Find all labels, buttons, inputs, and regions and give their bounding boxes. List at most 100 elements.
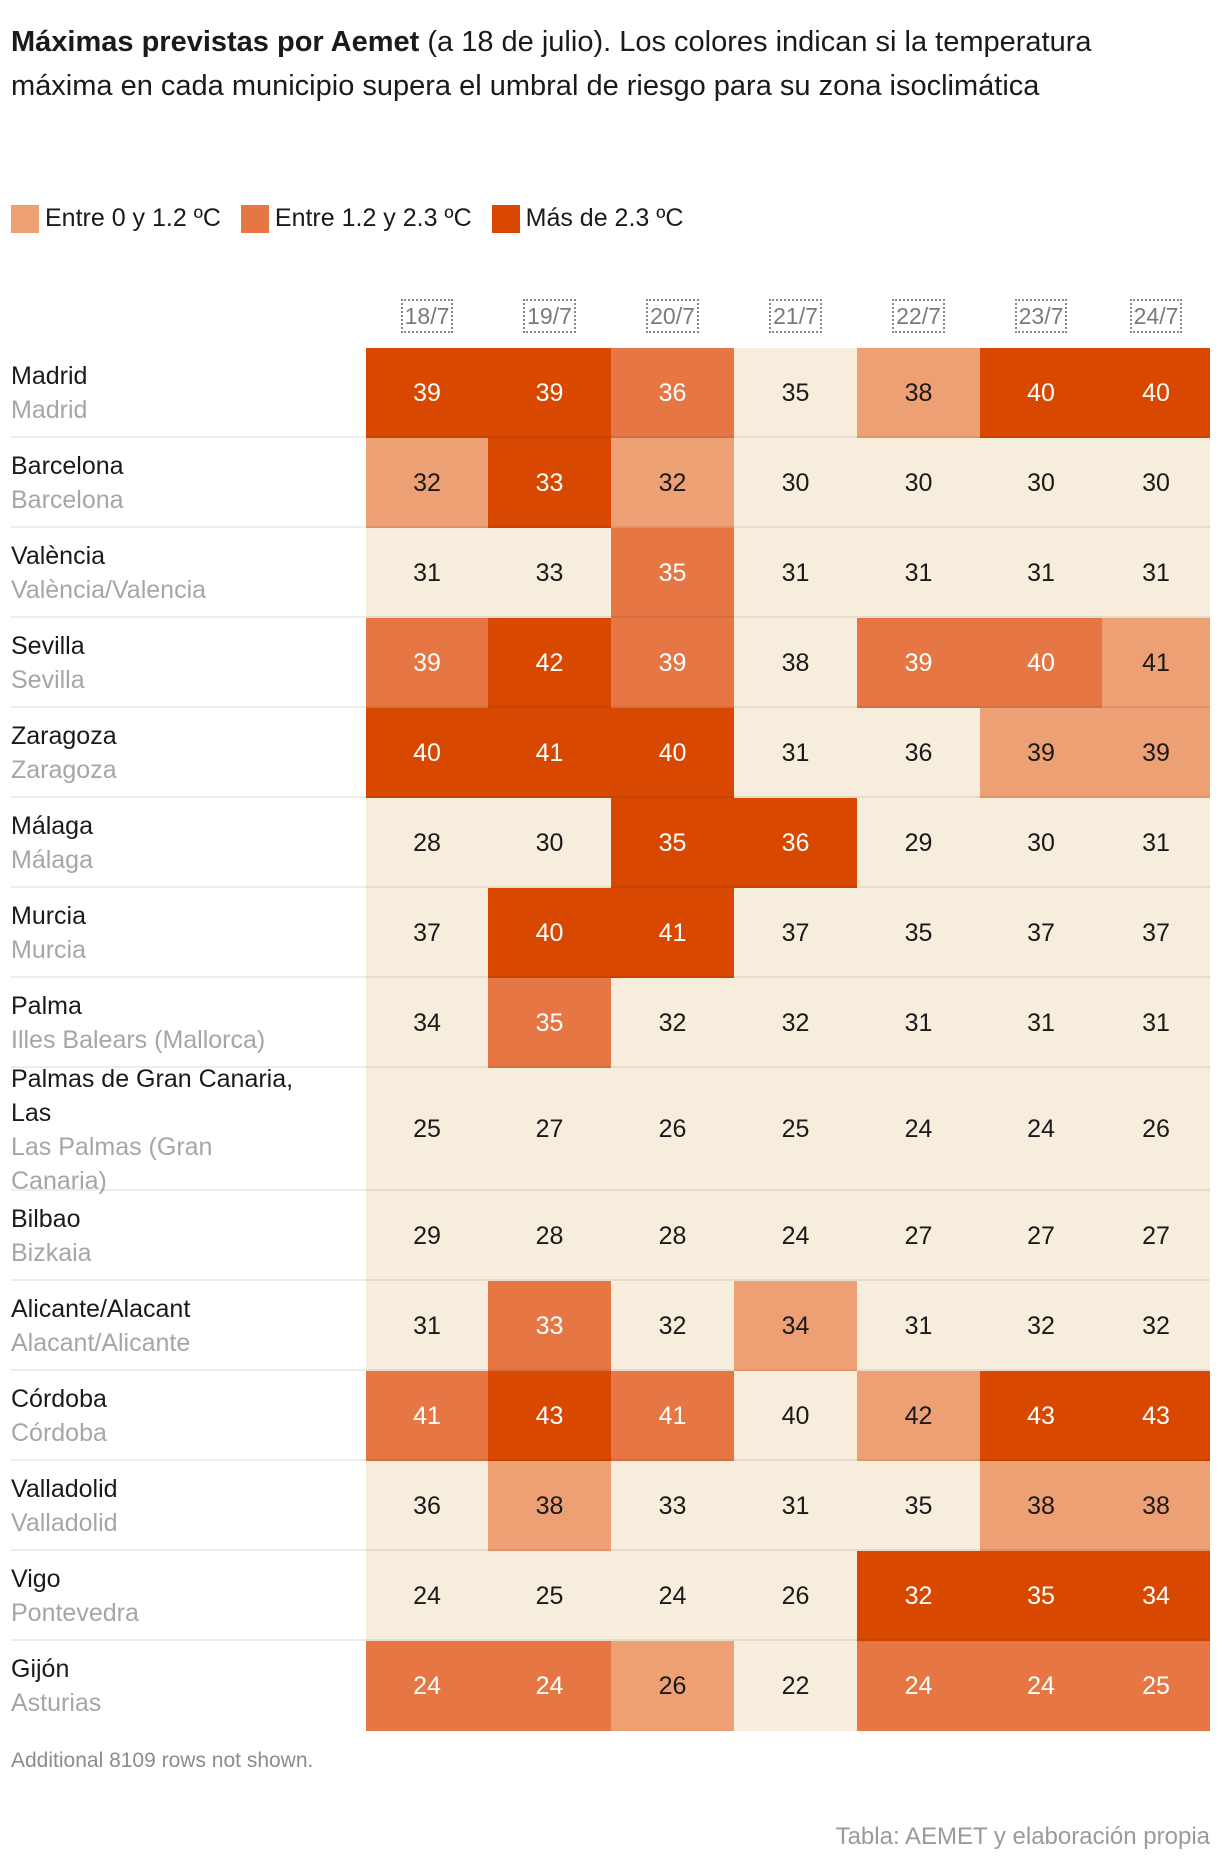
row-label: Murcia Murcia [11,888,351,978]
column-header[interactable]: 18/7 [366,298,488,334]
heatmap-cell: 32 [611,978,734,1068]
chart-title-rest: (a 18 de julio). Los colores indican si … [11,26,1092,102]
heatmap-cell: 38 [734,618,857,708]
legend-swatch [491,204,520,233]
legend-label: Entre 0 y 1.2 ºC [45,204,221,232]
heatmap-cell: 28 [488,1191,611,1281]
heatmap-cell: 31 [980,528,1102,618]
municipality-name: València [11,542,106,570]
municipality-name: Vigo [11,1565,61,1593]
heatmap-cell: 31 [980,978,1102,1068]
heatmap-cell: 36 [611,348,734,438]
heatmap-cell: 38 [857,348,980,438]
heatmap-cell: 24 [857,1068,980,1191]
heatmap-cell: 39 [857,618,980,708]
row-label: Bilbao Bizkaia [11,1191,351,1281]
province-name: Sevilla [11,666,85,694]
table-row: Zaragoza Zaragoza 40 41 40 31 36 39 39 [0,708,1220,798]
heatmap-cell: 33 [488,1281,611,1371]
province-name: Pontevedra [11,1599,139,1627]
heatmap-cell: 31 [857,978,980,1068]
heatmap-cell: 25 [1102,1641,1210,1731]
province-name: Illes Balears (Mallorca) [11,1026,266,1054]
heatmap-cell: 27 [488,1068,611,1191]
province-name: Valladolid [11,1509,118,1537]
heatmap-cell: 31 [366,1281,488,1371]
heatmap-cell: 37 [734,888,857,978]
heatmap-cell: 36 [734,798,857,888]
municipality-name: Murcia [11,902,87,930]
heatmap-cell: 42 [488,618,611,708]
heatmap-cell: 31 [734,1461,857,1551]
heatmap-cell: 31 [857,528,980,618]
heatmap-cell: 30 [1102,438,1210,528]
table-row: Córdoba Córdoba 41 43 41 40 42 43 43 [0,1371,1220,1461]
municipality-name: Barcelona [11,452,124,480]
heatmap-cell: 24 [857,1641,980,1731]
heatmap-cell: 24 [366,1551,488,1641]
province-name: Asturias [11,1689,102,1717]
heatmap-cell: 33 [488,528,611,618]
column-header-label: 19/7 [523,299,576,333]
row-label: Palma Illes Balears (Mallorca) [11,978,351,1068]
municipality-name: Madrid [11,362,88,390]
municipality-name: Valladolid [11,1475,118,1503]
province-name: Murcia [11,936,87,964]
table-row: Gijón Asturias 24 24 26 22 24 24 25 [0,1641,1220,1731]
heatmap-cell: 26 [611,1641,734,1731]
province-name: Córdoba [11,1419,107,1447]
heatmap-cell: 28 [366,798,488,888]
column-header[interactable]: 23/7 [980,298,1102,334]
row-label: Sevilla Sevilla [11,618,351,708]
heatmap-cell: 32 [1102,1281,1210,1371]
heatmap-cell: 34 [366,978,488,1068]
heatmap-cell: 31 [1102,978,1210,1068]
column-headers: 18/7 19/7 20/7 21/7 22/7 23/7 24/7 [0,298,1220,334]
heatmap-cell: 41 [1102,618,1210,708]
heatmap-cell: 27 [1102,1191,1210,1281]
heatmap-cell: 27 [980,1191,1102,1281]
heatmap-cell: 34 [734,1281,857,1371]
heatmap-cell: 24 [611,1551,734,1641]
table-row: Madrid Madrid 39 39 36 35 38 40 40 [0,348,1220,438]
province-name: Las Palmas (Gran Canaria) [11,1132,213,1195]
heatmap-cell: 27 [857,1191,980,1281]
heatmap-cell: 40 [611,708,734,798]
table-row: Alicante/Alacant Alacant/Alicante 31 33 32 34… [0,1281,1220,1371]
heatmap-cell: 36 [366,1461,488,1551]
legend-item: Entre 1.2 y 2.3 ºC [240,204,472,233]
table-row: Murcia Murcia 37 40 41 37 35 37 37 [0,888,1220,978]
municipality-name: Zaragoza [11,722,117,750]
column-header[interactable]: 24/7 [1102,298,1210,334]
column-header[interactable]: 20/7 [611,298,734,334]
heatmap-cell: 43 [488,1371,611,1461]
row-label: Gijón Asturias [11,1641,351,1731]
column-header[interactable]: 22/7 [857,298,980,334]
column-header[interactable]: 21/7 [734,298,857,334]
heatmap-cell: 37 [980,888,1102,978]
row-label: Alicante/Alacant Alacant/Alicante [11,1281,351,1371]
heatmap-cell: 24 [488,1641,611,1731]
province-name: Barcelona [11,486,124,514]
row-label: Córdoba Córdoba [11,1371,351,1461]
heatmap-cell: 40 [980,348,1102,438]
table-row: Bilbao Bizkaia 29 28 28 24 27 27 27 [0,1191,1220,1281]
heatmap-cell: 41 [611,888,734,978]
heatmap-cell: 40 [366,708,488,798]
heatmap-cell: 38 [980,1461,1102,1551]
heatmap-cell: 33 [611,1461,734,1551]
table-row: Barcelona Barcelona 32 33 32 30 30 30 30 [0,438,1220,528]
row-label: Barcelona Barcelona [11,438,351,528]
municipality-name: Palmas de Gran Canaria, Las [11,1064,294,1127]
province-name: Zaragoza [11,756,117,784]
column-header[interactable]: 19/7 [488,298,611,334]
row-label: Vigo Pontevedra [11,1551,351,1641]
heatmap-cell: 34 [1102,1551,1210,1641]
heatmap-cell: 40 [488,888,611,978]
heatmap-cell: 40 [1102,348,1210,438]
heatmap-cell: 35 [734,348,857,438]
municipality-name: Palma [11,992,82,1020]
heatmap-cell: 39 [611,618,734,708]
heatmap-cell: 39 [1102,708,1210,798]
legend-label: Entre 1.2 y 2.3 ºC [274,204,472,232]
